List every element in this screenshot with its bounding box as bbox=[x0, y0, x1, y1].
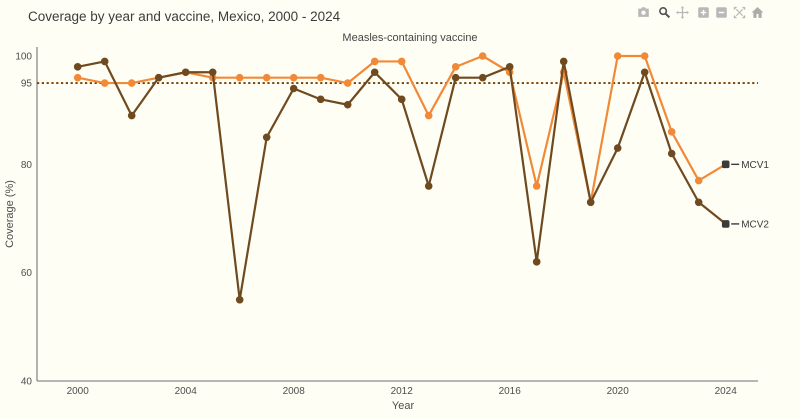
pan-icon[interactable] bbox=[676, 6, 689, 19]
point-mcv2-2007 bbox=[262, 133, 271, 142]
point-mcv1-2009 bbox=[316, 73, 325, 82]
x-tick-label: 2016 bbox=[499, 386, 522, 397]
point-mcv2-2013 bbox=[424, 182, 433, 190]
point-mcv2-2018 bbox=[559, 57, 568, 66]
x-tick-label: 2004 bbox=[175, 386, 198, 397]
camera-icon[interactable] bbox=[637, 6, 650, 19]
autoscale-icon[interactable] bbox=[733, 6, 746, 19]
point-mcv1-2020 bbox=[613, 52, 622, 60]
zoom-in-icon[interactable] bbox=[697, 6, 710, 19]
series-end-label-mcv2: MCV2 bbox=[741, 219, 769, 230]
point-mcv1-2015 bbox=[478, 52, 487, 60]
point-mcv2-2008 bbox=[289, 84, 298, 93]
point-mcv2-2015 bbox=[478, 73, 487, 82]
point-mcv2-2000 bbox=[73, 63, 82, 71]
reset-axes-icon[interactable] bbox=[751, 6, 764, 19]
point-mcv2-2019 bbox=[586, 198, 595, 207]
point-mcv2-2005 bbox=[208, 68, 217, 77]
modebar bbox=[637, 6, 764, 19]
point-mcv1-2014 bbox=[451, 63, 460, 71]
plot-area: 40 60 80 95 100 2000 2004 2008 2012 2016 2020 2024 M… bbox=[15, 47, 769, 397]
point-mcv2-2006 bbox=[235, 295, 244, 304]
end-point-mcv1 bbox=[721, 160, 730, 169]
modebar-group-zoom bbox=[697, 6, 764, 19]
point-mcv2-2004 bbox=[181, 68, 190, 77]
x-axis-title: Year bbox=[392, 400, 415, 412]
point-mcv2-2002 bbox=[127, 111, 136, 120]
point-mcv1-2006 bbox=[235, 73, 244, 82]
point-mcv1-2001 bbox=[100, 79, 109, 87]
point-mcv2-2014 bbox=[451, 73, 460, 82]
y-tick-label: 95 bbox=[21, 79, 33, 90]
point-mcv1-2012 bbox=[397, 57, 406, 66]
modebar-group-capture bbox=[637, 6, 650, 19]
point-mcv1-2017 bbox=[532, 182, 541, 190]
point-mcv1-2021 bbox=[640, 52, 649, 60]
y-tick-label: 60 bbox=[21, 268, 33, 279]
point-mcv2-2020 bbox=[613, 144, 622, 152]
modebar-group-dragmode bbox=[658, 6, 689, 19]
chart-title: Coverage by year and vaccine, Mexico, 20… bbox=[28, 9, 341, 24]
point-mcv1-2023 bbox=[694, 176, 703, 185]
x-tick-label: 2020 bbox=[607, 386, 630, 397]
zoom-icon[interactable] bbox=[658, 6, 671, 19]
x-tick-label: 2008 bbox=[283, 386, 306, 397]
point-mcv2-2021 bbox=[640, 68, 649, 77]
x-tick-label: 2012 bbox=[391, 386, 414, 397]
end-point-mcv2 bbox=[721, 220, 730, 228]
y-tick-label: 40 bbox=[21, 377, 33, 388]
point-mcv2-2001 bbox=[100, 57, 109, 66]
point-mcv1-2010 bbox=[343, 79, 352, 87]
point-mcv2-2003 bbox=[154, 73, 163, 82]
point-mcv1-2002 bbox=[127, 79, 136, 87]
point-mcv2-2009 bbox=[316, 95, 325, 104]
point-mcv1-2007 bbox=[262, 73, 271, 82]
point-mcv2-2023 bbox=[694, 198, 703, 207]
chart-subtitle: Measles-containing vaccine bbox=[342, 32, 477, 44]
point-mcv1-2013 bbox=[424, 111, 433, 120]
point-mcv2-2012 bbox=[397, 95, 406, 104]
point-mcv1-2022 bbox=[667, 128, 676, 136]
point-mcv2-2016 bbox=[505, 63, 514, 71]
y-tick-label: 80 bbox=[21, 160, 33, 171]
y-axis-title: Coverage (%) bbox=[4, 180, 16, 248]
point-mcv1-2011 bbox=[370, 57, 379, 66]
plot-drag-area[interactable] bbox=[37, 47, 758, 381]
point-mcv1-2000 bbox=[73, 73, 82, 82]
point-mcv2-2010 bbox=[343, 100, 352, 109]
x-tick-label: 2024 bbox=[715, 386, 738, 397]
x-tick-label: 2000 bbox=[67, 386, 90, 397]
y-tick-label: 100 bbox=[15, 52, 32, 63]
zoom-out-icon[interactable] bbox=[715, 6, 728, 19]
series-end-label-mcv1: MCV1 bbox=[741, 160, 769, 171]
point-mcv2-2022 bbox=[667, 149, 676, 158]
point-mcv2-2017 bbox=[532, 258, 541, 266]
point-mcv2-2011 bbox=[370, 68, 379, 77]
point-mcv1-2008 bbox=[289, 73, 298, 82]
